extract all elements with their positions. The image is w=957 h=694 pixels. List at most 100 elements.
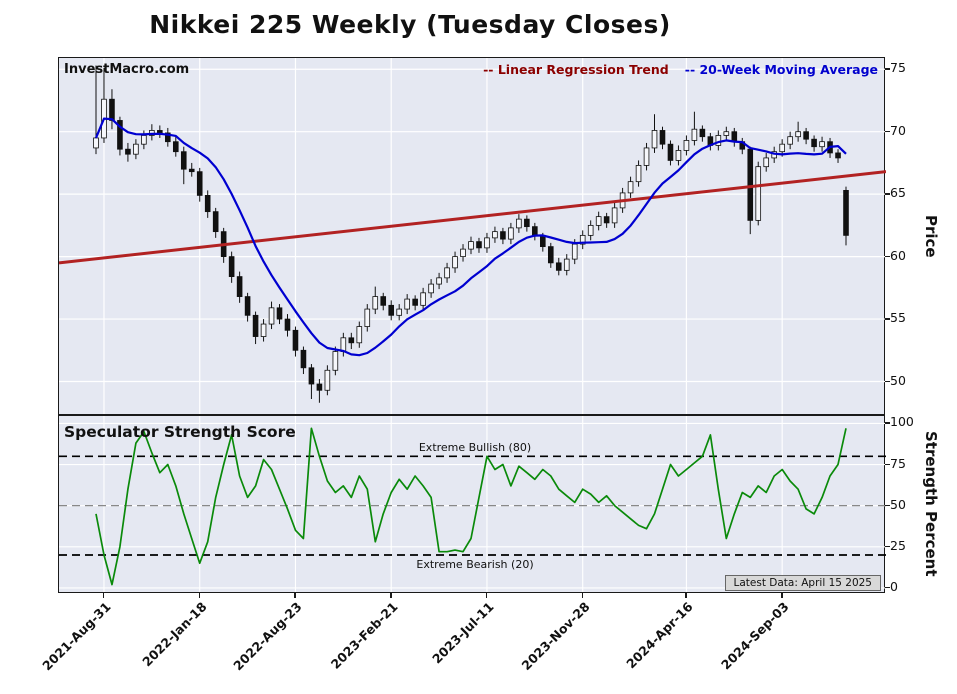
strength-tick-label: 100 — [890, 414, 914, 430]
candle-body — [667, 143, 674, 161]
candle-body — [436, 277, 442, 285]
strength-chart-canvas — [59, 416, 886, 592]
candle-body — [157, 130, 163, 134]
tick-mark — [885, 380, 890, 383]
candle-body — [835, 152, 841, 159]
candle-body — [412, 298, 418, 306]
candle-body — [364, 308, 371, 327]
candle-body — [587, 224, 594, 236]
candle-body — [268, 307, 275, 325]
extreme-bullish-label: Extreme Bullish (80) — [418, 441, 532, 454]
candle-body — [228, 256, 235, 277]
candle-body — [643, 147, 650, 166]
price-panel — [58, 57, 886, 415]
candle-body — [452, 256, 458, 269]
strength-tick-label: 50 — [890, 496, 906, 512]
chart-title: Nikkei 225 Weekly (Tuesday Closes) — [149, 10, 671, 39]
candle-body — [691, 128, 698, 141]
candle-body — [787, 136, 793, 145]
candle-body — [180, 151, 187, 170]
candle-body — [404, 298, 410, 310]
x-axis-tick-label: 2021-Aug-31 — [39, 599, 114, 674]
tick-mark — [781, 593, 783, 598]
candle-body — [372, 296, 379, 310]
candle-body — [484, 237, 490, 249]
candle-body — [547, 246, 554, 264]
candle-body — [348, 337, 355, 344]
candle-body — [476, 241, 482, 249]
candle-body — [460, 248, 466, 258]
candle-body — [803, 131, 809, 140]
strength-tick-label: 75 — [890, 455, 906, 471]
strength-score-line — [95, 427, 847, 586]
tick-mark — [581, 593, 584, 598]
candle-body — [109, 98, 115, 121]
legend-regression-label: -- Linear Regression Trend — [483, 62, 669, 77]
candle-body — [236, 276, 243, 297]
tick-mark — [885, 545, 890, 548]
candle-body — [683, 140, 690, 151]
candle-body — [428, 283, 434, 294]
candle-body — [196, 171, 203, 196]
candle-body — [300, 349, 307, 369]
candle-body — [492, 231, 498, 239]
tick-mark — [885, 68, 890, 70]
candle-body — [603, 216, 610, 224]
candle-body — [516, 218, 522, 229]
candle-body — [508, 227, 514, 240]
extreme-bearish-label: Extreme Bearish (20) — [416, 558, 534, 571]
candle-body — [292, 329, 299, 351]
candle-body — [627, 181, 634, 194]
candle-body — [611, 207, 618, 224]
candle-body — [324, 369, 331, 391]
candlesticks — [93, 65, 849, 403]
tick-mark — [885, 422, 890, 424]
candle-body — [755, 166, 762, 221]
candle-body — [595, 216, 602, 226]
strength-panel-title: Speculator Strength Score — [64, 423, 296, 441]
candle-body — [172, 141, 179, 153]
candle-body — [204, 195, 211, 213]
latest-data-badge: Latest Data: April 15 2025 — [724, 575, 881, 591]
tick-mark — [102, 593, 105, 598]
tick-mark — [485, 593, 488, 598]
candle-body — [252, 314, 259, 337]
price-tick-label: 65 — [890, 185, 906, 201]
candle-body — [244, 296, 251, 316]
watermark: InvestMacro.com — [64, 62, 190, 77]
candle-body — [165, 132, 171, 143]
candle-body — [540, 234, 546, 248]
candle-body — [388, 304, 395, 316]
strength-axis-title: Strength Percent — [922, 431, 940, 577]
candle-body — [843, 190, 849, 236]
candle-body — [340, 337, 347, 352]
strength-tick-label: 25 — [890, 537, 906, 553]
candle-body — [332, 351, 339, 371]
price-axis-title: Price — [922, 214, 940, 258]
tick-mark — [885, 463, 890, 466]
candle-body — [715, 135, 722, 146]
candle-body — [356, 326, 363, 344]
tick-mark — [885, 130, 890, 133]
tick-mark — [294, 593, 296, 598]
candle-body — [141, 135, 147, 145]
price-chart-canvas — [59, 58, 886, 414]
candle-body — [571, 243, 578, 260]
price-tick-label: 70 — [890, 122, 906, 138]
candle-body — [316, 383, 323, 391]
candle-body — [125, 148, 131, 155]
candle-body — [651, 130, 658, 149]
candle-body — [675, 150, 682, 161]
price-tick-label: 75 — [890, 60, 906, 76]
candle-body — [133, 143, 139, 155]
tick-mark — [685, 593, 687, 598]
candle-body — [260, 323, 267, 337]
price-tick-label: 55 — [890, 310, 906, 326]
candle-body — [731, 131, 738, 143]
candle-body — [117, 120, 123, 150]
strength-tick-label: 0 — [890, 578, 898, 594]
candle-body — [579, 234, 586, 245]
candle-body — [524, 218, 530, 228]
tick-mark — [885, 255, 890, 258]
price-tick-label: 50 — [890, 372, 906, 388]
